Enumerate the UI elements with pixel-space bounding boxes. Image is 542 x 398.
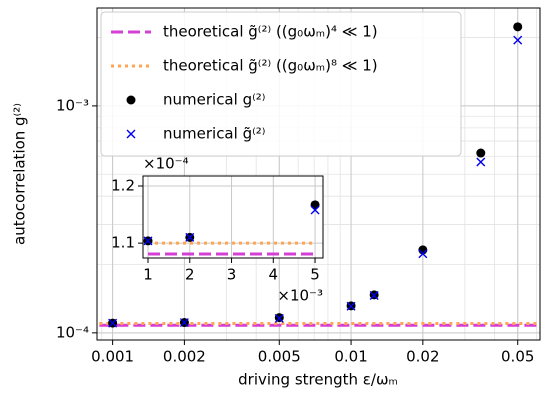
y-offset-label: ×10⁻⁴ — [143, 155, 189, 173]
data-point — [476, 148, 486, 158]
series-group — [99, 22, 537, 328]
x-tick-label: 0.02 — [406, 348, 439, 366]
x-tick-label: 0.005 — [258, 348, 301, 366]
x-tick-label: 3 — [227, 266, 237, 284]
legend-label: numerical g⁽²⁾ — [163, 91, 265, 109]
data-point — [143, 236, 153, 246]
legend-label: theoretical g̃⁽²⁾ ((g₀ωₘ)⁸ ≪ 1) — [163, 57, 378, 75]
series-group — [143, 200, 320, 256]
y-tick-label: 10⁻⁴ — [56, 323, 89, 341]
x-tick-label: 2 — [185, 266, 195, 284]
data-point — [179, 318, 189, 328]
plot-area — [143, 176, 323, 258]
x-tick-label: 0.002 — [163, 348, 206, 366]
data-point — [310, 205, 320, 215]
legend-swatch — [126, 129, 136, 139]
x-tick-label: 0.01 — [334, 348, 367, 366]
x-tick-label: 5 — [310, 266, 320, 284]
data-point — [418, 249, 428, 259]
y-axis-label: autocorrelation g⁽²⁾ — [11, 103, 29, 245]
data-point — [185, 232, 195, 242]
data-point — [108, 318, 118, 328]
axes-frame — [96, 7, 541, 341]
y-tick-label: 1.2 — [111, 177, 135, 195]
legend-swatch — [126, 95, 136, 105]
data-point — [274, 313, 284, 323]
y-tick-label: 1.1 — [111, 234, 135, 252]
data-point — [513, 22, 523, 32]
legend-label: numerical g̃⁽²⁾ — [163, 125, 265, 143]
data-point — [476, 157, 486, 167]
x-offset-label: ×10⁻³ — [277, 287, 323, 305]
x-tick-label: 0.05 — [501, 348, 534, 366]
y-tick-label: 10⁻³ — [56, 96, 89, 114]
x-tick-label: 1 — [143, 266, 153, 284]
data-point — [513, 35, 523, 45]
x-tick-label: 0.001 — [91, 348, 134, 366]
data-point — [310, 200, 320, 210]
legend-label: theoretical g̃⁽²⁾ ((g₀ωₘ)⁴ ≪ 1) — [163, 23, 378, 41]
x-tick-label: 4 — [269, 266, 279, 284]
data-point — [369, 291, 379, 301]
x-axis-label: driving strength ε/ωₘ — [238, 371, 398, 389]
data-point — [346, 301, 356, 311]
legend-box — [100, 11, 462, 157]
axes-frame — [142, 175, 324, 259]
